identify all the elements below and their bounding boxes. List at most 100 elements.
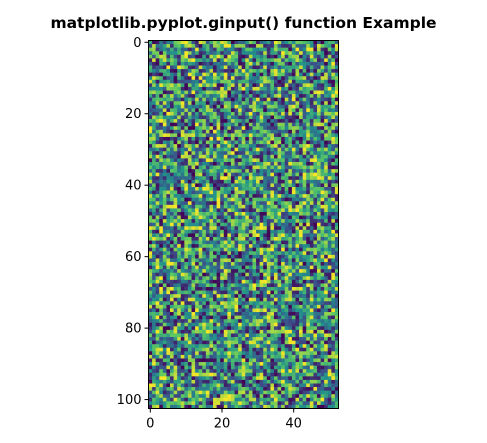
- heatmap-cell: [248, 269, 253, 274]
- heatmap-cell: [259, 304, 264, 309]
- heatmap-cell: [281, 312, 286, 316]
- heatmap-cell: [223, 219, 228, 224]
- heatmap-cell: [288, 58, 293, 63]
- heatmap-cell: [230, 290, 235, 295]
- heatmap-cell: [331, 287, 336, 291]
- heatmap-cell: [334, 86, 339, 91]
- heatmap-cell: [213, 44, 217, 48]
- heatmap-cell: [281, 176, 286, 181]
- heatmap-cell: [162, 51, 167, 56]
- heatmap-cell: [270, 126, 275, 131]
- heatmap-cell: [234, 312, 239, 316]
- heatmap-cell: [177, 72, 182, 77]
- heatmap-cell: [148, 347, 153, 352]
- heatmap-cell: [205, 337, 210, 341]
- heatmap-cell: [306, 347, 311, 352]
- heatmap-cell: [309, 283, 314, 288]
- heatmap-cell: [324, 165, 329, 170]
- heatmap-cell: [227, 347, 232, 352]
- heatmap-cell: [281, 369, 286, 374]
- heatmap-cell: [187, 337, 192, 341]
- heatmap-cell: [252, 47, 257, 52]
- heatmap-cell: [248, 65, 253, 70]
- heatmap-cell: [159, 237, 164, 241]
- heatmap-cell: [291, 147, 296, 152]
- heatmap-cell: [152, 86, 157, 91]
- heatmap-cell: [270, 358, 275, 363]
- heatmap-cell: [281, 161, 286, 166]
- heatmap-cell: [327, 326, 332, 331]
- heatmap-cell: [213, 301, 217, 306]
- heatmap-cell: [227, 111, 232, 116]
- heatmap-cell: [245, 294, 250, 299]
- heatmap-cell: [316, 215, 321, 220]
- heatmap-cell: [273, 133, 278, 138]
- heatmap-cell: [245, 172, 250, 177]
- heatmap-cell: [166, 169, 171, 174]
- heatmap-cell: [170, 122, 174, 127]
- heatmap-cell: [331, 40, 336, 45]
- heatmap-cell: [159, 244, 164, 249]
- heatmap-cell: [252, 208, 257, 213]
- heatmap-cell: [205, 72, 210, 77]
- heatmap-cell: [238, 119, 243, 124]
- heatmap-cell: [320, 158, 325, 163]
- heatmap-cell: [327, 186, 332, 191]
- heatmap-cell: [252, 312, 257, 316]
- heatmap-cell: [173, 47, 178, 52]
- heatmap-cell: [245, 265, 250, 270]
- heatmap-cell: [245, 333, 250, 338]
- heatmap-cell: [180, 79, 185, 84]
- heatmap-cell: [284, 208, 289, 213]
- heatmap-cell: [216, 126, 221, 131]
- heatmap-cell: [334, 290, 339, 295]
- heatmap-cell: [263, 219, 268, 224]
- heatmap-cell: [306, 72, 311, 77]
- heatmap-cell: [327, 347, 332, 352]
- heatmap-cell: [324, 151, 329, 156]
- heatmap-cell: [159, 269, 164, 274]
- heatmap-cell: [320, 97, 325, 102]
- heatmap-cell: [191, 276, 196, 281]
- heatmap-cell: [173, 222, 178, 227]
- heatmap-cell: [313, 186, 318, 191]
- heatmap-cell: [148, 240, 153, 245]
- heatmap-cell: [241, 354, 246, 359]
- heatmap-cell: [248, 315, 253, 320]
- heatmap-cell: [252, 183, 257, 188]
- heatmap-cell: [234, 51, 239, 56]
- heatmap-cell: [266, 169, 271, 174]
- heatmap-cell: [173, 365, 178, 370]
- heatmap-cell: [202, 44, 207, 48]
- heatmap-cell: [263, 72, 268, 77]
- heatmap-cell: [191, 111, 196, 116]
- heatmap-cell: [302, 86, 307, 91]
- heatmap-cell: [234, 215, 239, 220]
- heatmap-cell: [216, 119, 221, 124]
- heatmap-cell: [187, 151, 192, 156]
- heatmap-cell: [334, 251, 339, 256]
- heatmap-cell: [295, 83, 300, 88]
- heatmap-cell: [256, 94, 260, 99]
- heatmap-cell: [281, 90, 286, 95]
- heatmap-cell: [148, 372, 153, 377]
- heatmap-cell: [263, 244, 268, 249]
- heatmap-cell: [273, 297, 278, 302]
- heatmap-cell: [155, 329, 160, 334]
- heatmap-cell: [227, 201, 232, 206]
- heatmap-cell: [334, 337, 339, 341]
- heatmap-cell: [263, 61, 268, 66]
- heatmap-cell: [187, 54, 192, 59]
- heatmap-cell: [309, 94, 314, 99]
- heatmap-cell: [198, 197, 203, 202]
- heatmap-cell: [302, 161, 307, 166]
- heatmap-cell: [291, 104, 296, 109]
- heatmap-cell: [166, 333, 171, 338]
- heatmap-cell: [316, 140, 321, 145]
- heatmap-cell: [148, 204, 153, 209]
- heatmap-cell: [281, 362, 286, 366]
- heatmap-cell: [288, 65, 293, 70]
- heatmap-cell: [180, 61, 185, 66]
- heatmap-cell: [209, 258, 214, 263]
- heatmap-cell: [230, 111, 235, 116]
